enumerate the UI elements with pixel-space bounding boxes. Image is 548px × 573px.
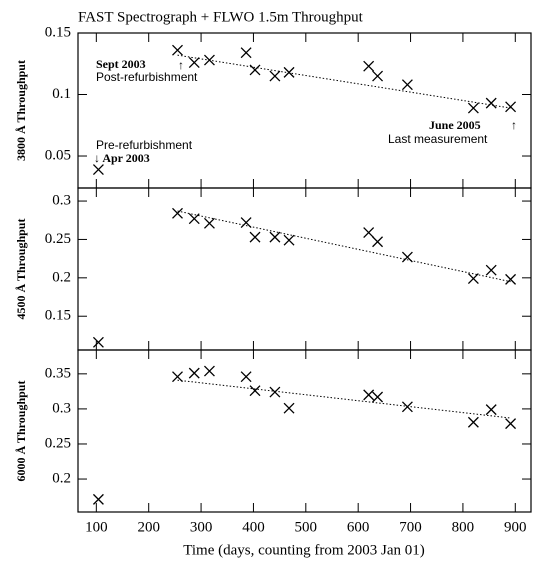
marker [283, 234, 295, 246]
x-tick-label: 200 [137, 519, 160, 535]
marker [188, 57, 200, 68]
panel-frame [77, 32, 532, 189]
marker [240, 217, 252, 229]
marker [485, 97, 497, 109]
marker [92, 493, 104, 505]
marker [188, 367, 200, 379]
marker [467, 102, 479, 114]
marker [363, 227, 375, 238]
y-tick-label: 0.2 [52, 470, 71, 486]
x-tick-label: 400 [242, 519, 265, 535]
annotation: Post-refurbishment [96, 70, 198, 84]
marker [249, 64, 261, 76]
marker [172, 207, 183, 219]
panel-frame [77, 187, 532, 351]
x-tick-label: 600 [347, 519, 370, 535]
y-axis-label: 3800 Å Throughput [14, 60, 28, 161]
marker [467, 416, 479, 428]
marker [485, 404, 497, 416]
marker [401, 251, 413, 263]
marker [372, 391, 384, 403]
y-tick-label: 0.3 [52, 400, 71, 416]
marker [372, 70, 384, 82]
annotation: Sept 2003 [96, 57, 146, 71]
y-tick-label: 0.25 [45, 435, 71, 451]
marker [467, 273, 479, 285]
marker [240, 371, 252, 383]
y-axis-label: 4500 Å Throughput [14, 219, 28, 320]
y-tick-label: 0.35 [45, 365, 71, 381]
marker [249, 231, 261, 243]
x-axis-label: Time (days, counting from 2003 Jan 01) [183, 542, 425, 558]
marker [283, 402, 295, 414]
marker [172, 371, 183, 383]
marker [92, 336, 104, 348]
annotation: ↑ [178, 58, 184, 72]
y-axis-label: 6000 Å Throughput [14, 381, 28, 482]
trend-line [177, 54, 511, 109]
marker [363, 60, 375, 72]
annotation: ↓ Apr 2003 [94, 151, 150, 165]
marker [172, 44, 183, 56]
x-tick-label: 800 [452, 519, 475, 535]
marker [363, 389, 375, 401]
marker [505, 418, 517, 430]
marker [249, 385, 261, 397]
marker [505, 273, 517, 285]
y-tick-label: 0.15 [45, 308, 71, 324]
annotation: Pre-refurbishment [96, 138, 193, 152]
y-tick-label: 0.2 [52, 269, 71, 285]
marker [401, 401, 413, 413]
marker [401, 79, 413, 91]
x-tick-label: 500 [295, 519, 318, 535]
x-tick-label: 900 [504, 519, 527, 535]
annotation: June 2005 [429, 118, 481, 132]
marker [505, 101, 517, 113]
marker [240, 47, 252, 59]
marker [92, 164, 104, 176]
trend-line [177, 210, 511, 283]
annotation: Last measurement [388, 132, 488, 146]
marker [269, 231, 281, 243]
marker [188, 213, 200, 225]
x-tick-label: 700 [399, 519, 422, 535]
marker [283, 66, 295, 78]
marker [269, 70, 281, 82]
x-tick-label: 300 [190, 519, 213, 535]
annotation: ↑ [511, 118, 517, 132]
marker [203, 217, 215, 229]
marker [203, 365, 215, 377]
panel-frame [77, 349, 532, 513]
y-tick-label: 0.1 [52, 86, 71, 102]
trend-line [177, 379, 511, 419]
chart-title: FAST Spectrograph + FLWO 1.5m Throughput [78, 9, 364, 25]
marker [269, 386, 281, 398]
marker [372, 236, 384, 248]
y-tick-label: 0.15 [45, 24, 71, 40]
y-tick-label: 0.3 [52, 192, 71, 208]
x-tick-label: 100 [85, 519, 108, 535]
marker [485, 264, 497, 276]
marker [203, 54, 215, 66]
y-tick-label: 0.05 [45, 147, 71, 163]
y-tick-label: 0.25 [45, 231, 71, 247]
